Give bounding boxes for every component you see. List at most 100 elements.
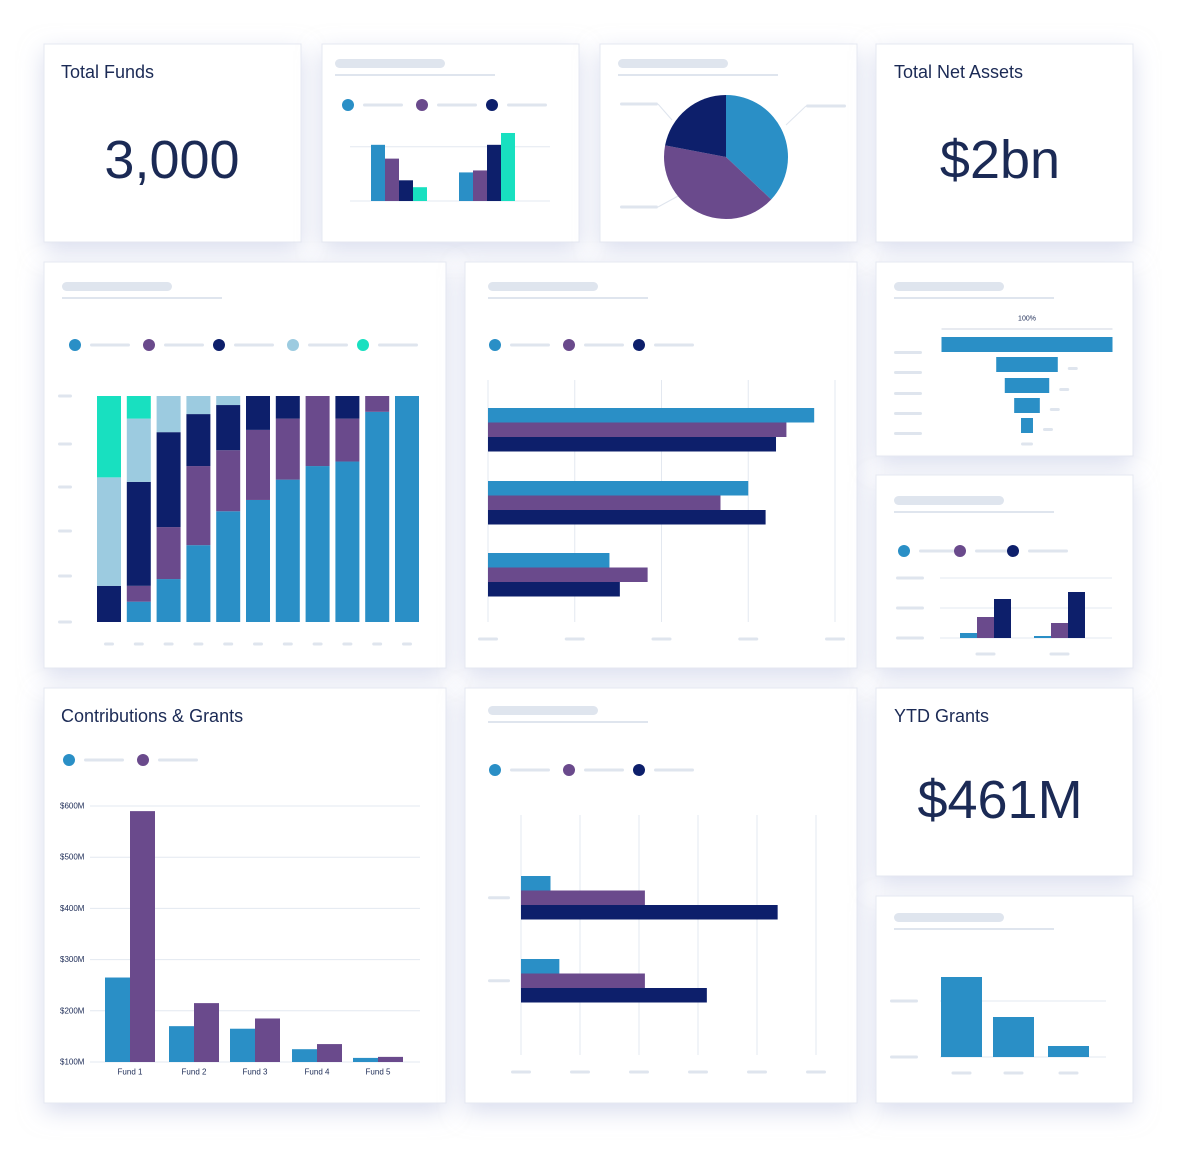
- legend-dot: [563, 764, 575, 776]
- bar: [317, 1044, 342, 1062]
- legend-dot: [489, 764, 501, 776]
- placeholder: [372, 642, 383, 646]
- placeholder: [894, 913, 1004, 922]
- pie-slice: [665, 95, 726, 157]
- x-tick-label: Fund 5: [366, 1068, 391, 1077]
- placeholder: [488, 282, 598, 291]
- bar-segment: [275, 418, 300, 480]
- legend-dot: [489, 339, 501, 351]
- bar: [941, 977, 982, 1057]
- bar-segment: [156, 396, 181, 433]
- bar: [194, 1003, 219, 1062]
- placeholder: [894, 511, 1054, 513]
- kpi-value: $461M: [917, 770, 1082, 830]
- bar: [521, 959, 560, 974]
- card: [321, 43, 580, 243]
- placeholder: [825, 637, 845, 641]
- bar: [371, 144, 385, 201]
- placeholder: [58, 574, 72, 578]
- placeholder: [488, 896, 510, 900]
- placeholder: [894, 351, 922, 354]
- card: [875, 895, 1134, 1104]
- placeholder: [158, 758, 198, 762]
- placeholder: [785, 105, 807, 126]
- placeholder: [570, 1070, 590, 1074]
- funnel-bar: [1014, 398, 1040, 413]
- bar: [488, 481, 749, 496]
- bar-segment: [126, 481, 151, 586]
- bar: [488, 408, 815, 423]
- bar-segment: [216, 405, 241, 451]
- bar-segment: [186, 396, 211, 415]
- placeholder: [510, 343, 550, 347]
- placeholder: [890, 999, 918, 1003]
- placeholder: [163, 642, 174, 646]
- legend-dot: [63, 754, 75, 766]
- placeholder: [894, 496, 1004, 505]
- placeholder: [253, 642, 263, 646]
- placeholder: [620, 205, 658, 209]
- placeholder: [654, 343, 694, 347]
- legend-dot: [213, 339, 225, 351]
- placeholder: [564, 637, 585, 641]
- legend-dot: [416, 99, 428, 111]
- bar: [977, 617, 994, 638]
- bar-segment: [365, 411, 390, 622]
- placeholder: [507, 103, 547, 107]
- bar: [521, 890, 645, 905]
- legend-dot: [357, 339, 369, 351]
- placeholder: [894, 432, 922, 435]
- bar-segment: [335, 396, 360, 419]
- placeholder: [1067, 367, 1078, 370]
- bar: [1068, 592, 1085, 638]
- bar-segment: [305, 396, 330, 467]
- placeholder: [488, 297, 648, 299]
- placeholder: [335, 74, 495, 76]
- placeholder: [363, 103, 403, 107]
- legend-dot: [633, 764, 645, 776]
- bar-segment: [216, 511, 241, 622]
- placeholder: [342, 642, 353, 646]
- bar: [130, 811, 155, 1062]
- placeholder: [894, 297, 1054, 299]
- placeholder: [488, 706, 598, 715]
- placeholder: [234, 343, 274, 347]
- placeholder: [193, 642, 204, 646]
- bar-segment: [156, 527, 181, 580]
- placeholder: [1028, 549, 1068, 553]
- placeholder: [378, 343, 418, 347]
- pie-slice: [726, 95, 788, 200]
- legend-dot: [954, 545, 966, 557]
- legend-dot: [69, 339, 81, 351]
- card: [875, 43, 1134, 243]
- bar: [473, 170, 487, 201]
- bar: [255, 1018, 280, 1062]
- placeholder: [894, 412, 922, 415]
- placeholder: [90, 343, 130, 347]
- y-tick-label: $200M: [60, 1006, 85, 1015]
- placeholder: [58, 442, 72, 446]
- bar: [501, 132, 515, 201]
- y-tick-label: $600M: [60, 802, 85, 811]
- placeholder: [58, 620, 72, 624]
- bar: [1034, 636, 1051, 638]
- bar-segment: [97, 396, 121, 478]
- placeholder: [478, 637, 498, 641]
- bar-segment: [395, 396, 419, 622]
- card: [43, 43, 302, 243]
- placeholder: [164, 343, 204, 347]
- y-tick-label: $400M: [60, 904, 85, 913]
- legend-dot: [486, 99, 498, 111]
- bar-segment: [126, 418, 151, 482]
- bar: [488, 437, 777, 452]
- placeholder: [618, 74, 778, 76]
- x-tick-label: Fund 4: [305, 1068, 330, 1077]
- value-label: 100%: [1018, 316, 1036, 323]
- bar: [459, 172, 473, 201]
- bar-segment: [186, 414, 211, 467]
- placeholder: [896, 636, 924, 640]
- x-tick-label: Fund 2: [182, 1068, 207, 1077]
- bar-segment: [186, 466, 211, 546]
- funnel-bar: [941, 337, 1113, 352]
- placeholder: [488, 979, 510, 983]
